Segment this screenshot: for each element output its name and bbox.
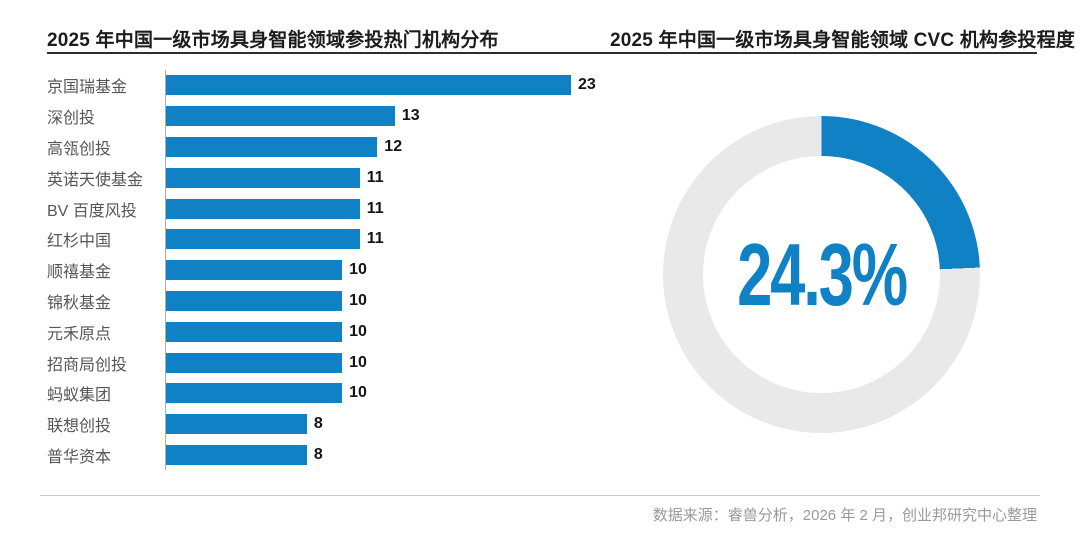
bar-rows: 京国瑞基金 23 深创投 13 高瓴创投 12 英诺天使基金 11 BV 百度风投 11 红杉中国 1… xyxy=(47,70,607,471)
bar-chart: 京国瑞基金 23 深创投 13 高瓴创投 12 英诺天使基金 11 BV 百度风投 11 红杉中国 1… xyxy=(47,70,607,471)
bar-category-label: BV 百度风投 xyxy=(47,202,137,220)
bar-category-label: 蚂蚁集团 xyxy=(47,387,112,405)
donut-hole xyxy=(703,156,940,393)
bar-track: 11 xyxy=(165,223,607,255)
donut-center-value: 24.3% xyxy=(737,224,908,324)
bar-track: 10 xyxy=(165,377,607,409)
bar xyxy=(166,414,307,435)
bar-value-label: 10 xyxy=(349,291,367,309)
bar-category-label: 联想创投 xyxy=(47,418,112,436)
donut-chart-title: 2025 年中国一级市场具身智能领域 CVC 机构参投程度 xyxy=(610,30,1076,51)
bar-chart-title: 2025 年中国一级市场具身智能领域参投热门机构分布 xyxy=(47,30,499,51)
bar xyxy=(166,260,343,281)
bar-track: 10 xyxy=(165,254,607,286)
bar-value-label: 8 xyxy=(313,445,323,463)
bar-row: 蚂蚁集团 10 xyxy=(47,377,607,409)
bar-value-label: 11 xyxy=(366,199,384,217)
bar-track: 10 xyxy=(165,316,607,348)
bar-row: 联想创投 8 xyxy=(47,408,607,440)
bar-value-label: 10 xyxy=(349,261,367,279)
bar-row: 京国瑞基金 23 xyxy=(47,70,607,101)
bar-row: 英诺天使基金 11 xyxy=(47,162,607,194)
bar xyxy=(166,106,395,127)
bar-value-label: 10 xyxy=(349,353,367,371)
title-underline-rule xyxy=(47,52,1037,54)
bar-row: 普华资本 8 xyxy=(47,439,607,471)
bar-row: 元禾原点 10 xyxy=(47,316,607,348)
bar-category-label: 锦秋基金 xyxy=(47,294,112,312)
bar-track: 12 xyxy=(165,131,607,163)
bar-category-label: 英诺天使基金 xyxy=(47,171,144,189)
bar xyxy=(166,444,307,465)
bar-category-label: 普华资本 xyxy=(47,448,112,466)
bar xyxy=(166,229,360,250)
bar-row: 招商局创投 10 xyxy=(47,347,607,378)
bar-value-label: 12 xyxy=(384,137,403,155)
bar xyxy=(166,167,360,188)
bar xyxy=(166,198,360,219)
bar-category-label: 红杉中国 xyxy=(47,233,112,251)
bar-category-label: 京国瑞基金 xyxy=(47,79,128,97)
bar-value-label: 8 xyxy=(313,415,323,433)
bar xyxy=(166,321,343,342)
footer-divider xyxy=(40,495,1040,496)
bar-track: 10 xyxy=(165,347,607,378)
bar-track: 11 xyxy=(165,193,607,224)
bar xyxy=(166,136,378,157)
bar-category-label: 顺禧基金 xyxy=(47,264,112,282)
bar-track: 13 xyxy=(165,100,607,132)
bar-track: 8 xyxy=(165,408,607,440)
source-note: 数据来源：睿兽分析，2026 年 2 月，创业邦研究中心整理 xyxy=(652,507,1037,524)
bar-value-label: 11 xyxy=(366,168,384,186)
bar xyxy=(166,352,343,373)
bar xyxy=(166,75,571,96)
bar-row: BV 百度风投 11 xyxy=(47,193,607,224)
bar-category-label: 高瓴创投 xyxy=(47,140,112,158)
bar-track: 23 xyxy=(165,70,607,101)
bar-track: 8 xyxy=(165,439,607,471)
bar-track: 11 xyxy=(165,162,607,194)
bar-value-label: 23 xyxy=(578,76,596,94)
bar-category-label: 元禾原点 xyxy=(47,325,112,343)
bar-value-label: 10 xyxy=(349,322,367,340)
bar-row: 红杉中国 11 xyxy=(47,223,607,255)
bar-track: 10 xyxy=(165,285,607,317)
bar xyxy=(166,290,343,311)
bar-row: 顺禧基金 10 xyxy=(47,254,607,286)
bar-row: 高瓴创投 12 xyxy=(47,131,607,163)
bar-category-label: 招商局创投 xyxy=(47,356,128,374)
bar xyxy=(166,383,343,404)
bar-value-label: 13 xyxy=(401,107,420,125)
bar-value-label: 11 xyxy=(366,230,384,248)
bar-row: 锦秋基金 10 xyxy=(47,285,607,317)
bar-value-label: 10 xyxy=(349,384,367,402)
bar-row: 深创投 13 xyxy=(47,100,607,132)
donut-chart: 24.3% xyxy=(663,116,980,433)
bar-category-label: 深创投 xyxy=(47,110,96,128)
